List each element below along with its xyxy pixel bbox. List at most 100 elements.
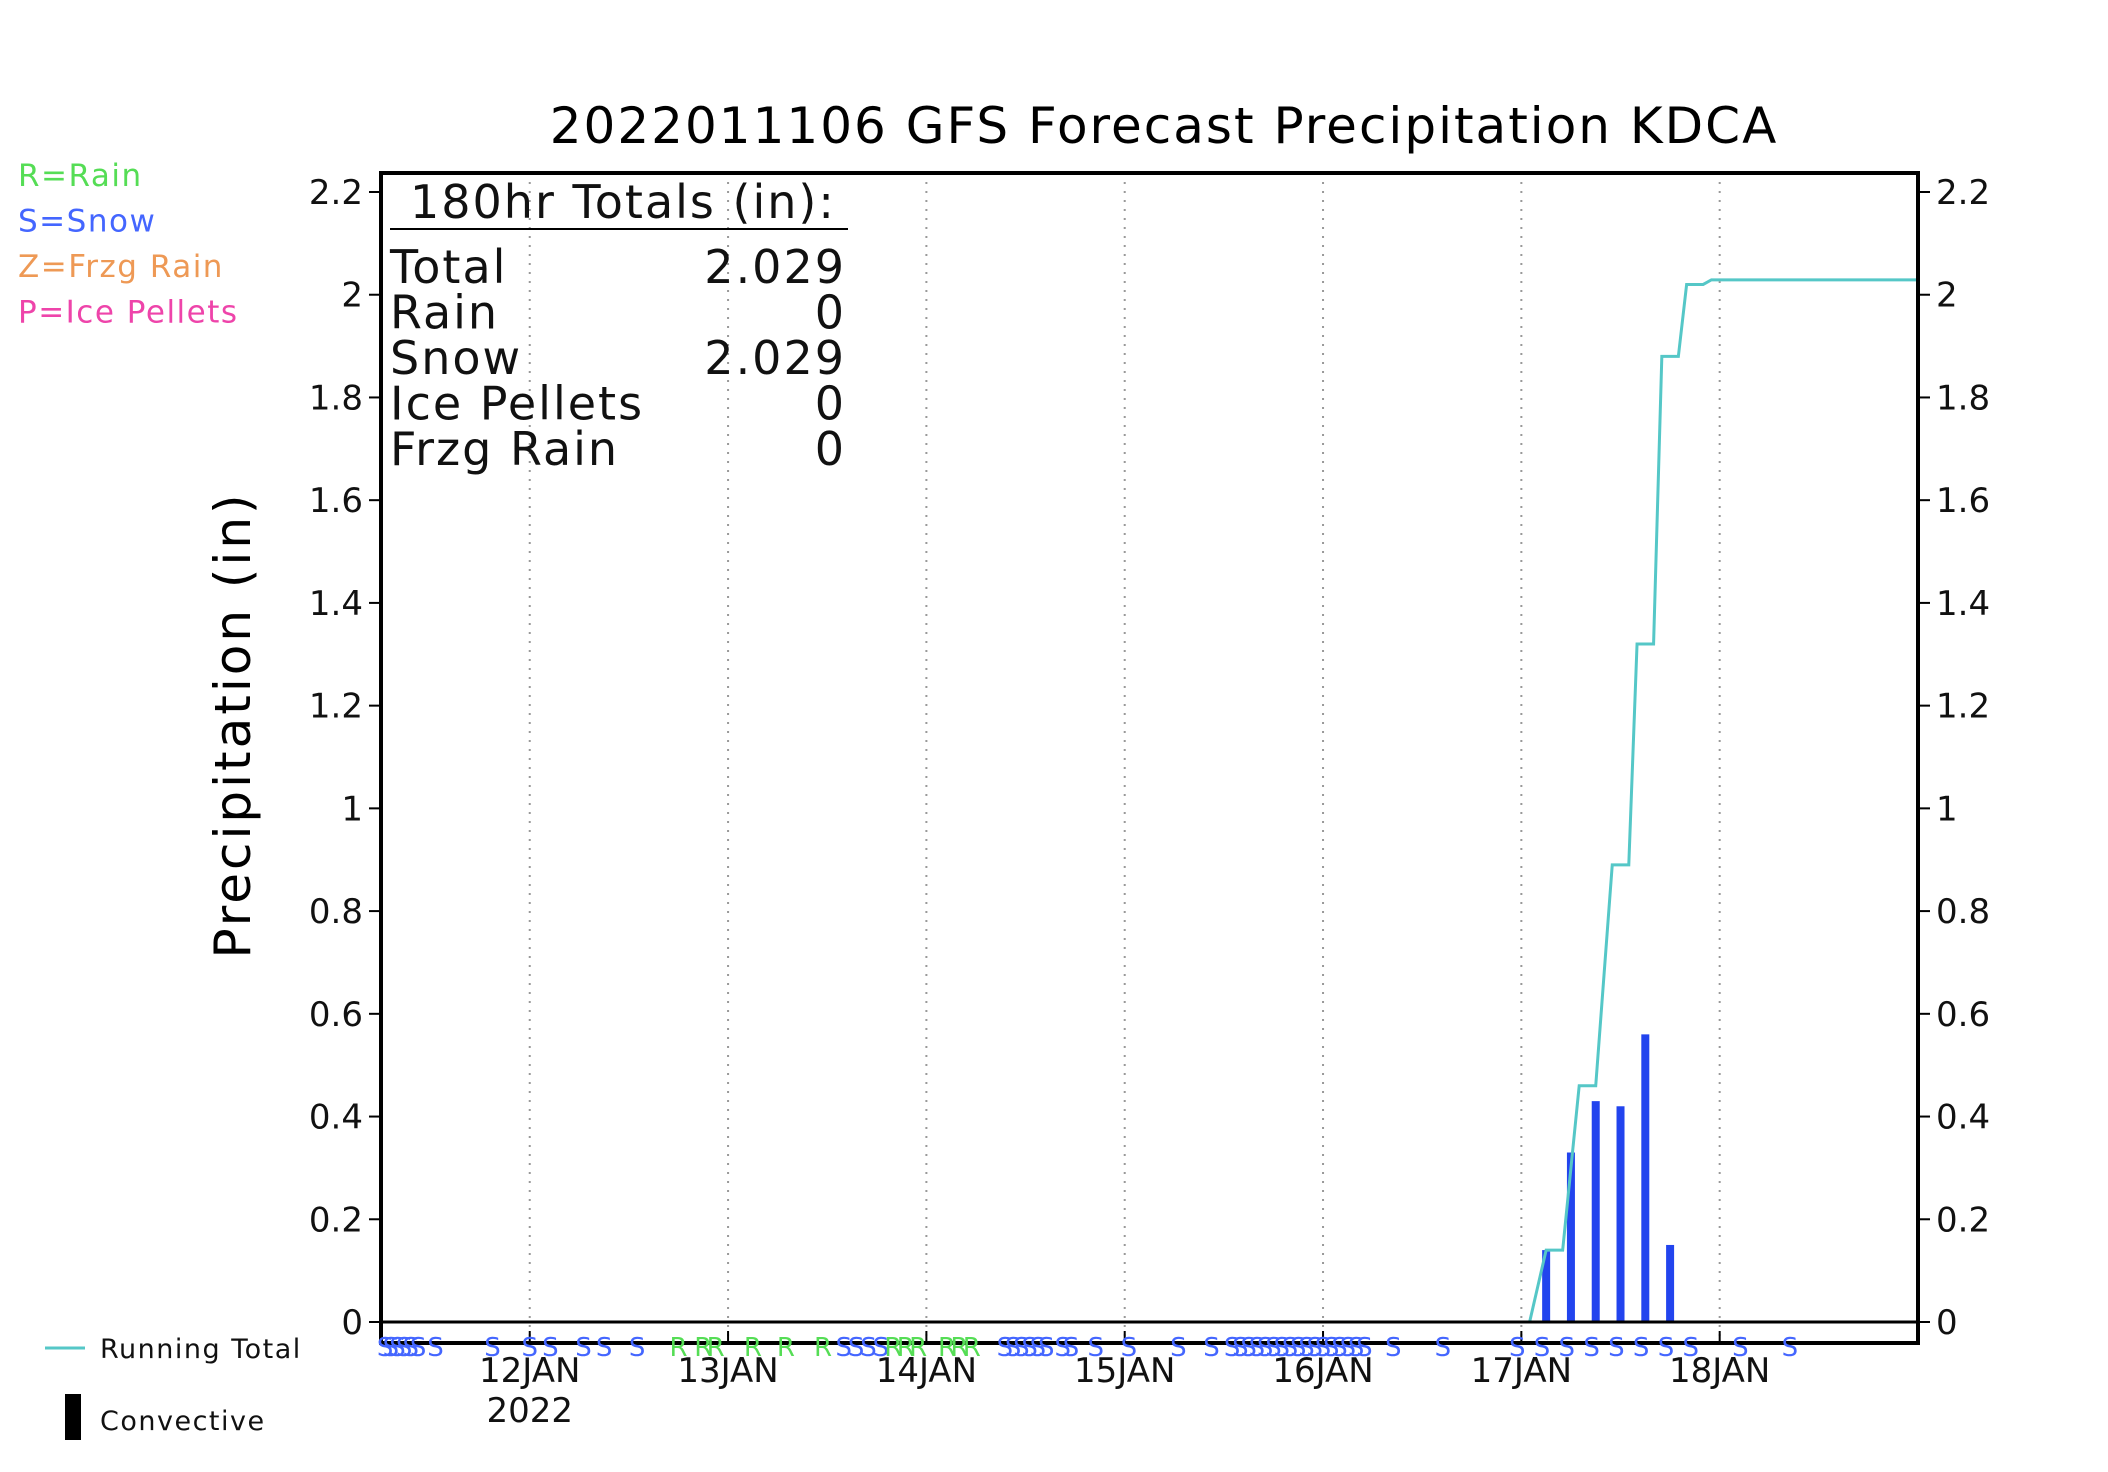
totals-row-value: 2.029 [704,240,846,294]
x-tick-label: 13JAN [677,1351,778,1391]
ptype-marker-s: S [1290,1333,1307,1363]
y-tick-label-left: 2 [341,276,363,316]
ptype-marker-s: S [629,1333,646,1363]
ptype-legend-item: Z=Frzg Rain [18,249,224,285]
ptype-marker-s: S [1385,1333,1402,1363]
ptype-marker-s: S [1054,1333,1071,1363]
totals-row-label: Ice Pellets [390,377,644,431]
ptype-marker-r: R [938,1333,956,1363]
y-tick-label-right: 1.2 [1936,687,1990,727]
ptype-marker-s: S [873,1333,890,1363]
y-tick-label-left: 1 [341,789,363,829]
ptype-marker-s: S [1038,1333,1055,1363]
running-total-line [381,278,1918,1324]
ptype-marker-s: S [1658,1333,1675,1363]
y-axis-ticks: 0 00.2 0.20.4 0.40.6 0.60.8 0.81 11.2 1.21.4 1.4… [309,173,1990,1343]
convective-bar [1641,1034,1650,1322]
ptype-marker-s: S [1257,1333,1274,1363]
ptype-marker-s: S [575,1333,592,1363]
ptype-marker-r: R [669,1333,687,1363]
ptype-marker-s: S [848,1333,865,1363]
y-tick-label-left: 0.2 [309,1200,363,1240]
y-tick-label-left: 2.2 [309,173,363,213]
y-tick-label-right: 0.8 [1936,892,1990,932]
ptype-marker-s: S [427,1333,444,1363]
ptype-marker-r: R [963,1333,981,1363]
ptype-marker-s: S [1282,1333,1299,1363]
ptype-marker-s: S [1435,1333,1452,1363]
ptype-marker-s: S [1030,1333,1047,1363]
ptype-marker-s: S [1203,1333,1220,1363]
ptype-marker-s: S [1088,1333,1105,1363]
ptype-marker-s: S [383,1333,400,1363]
y-tick-label-right: 0.2 [1936,1200,1990,1240]
y-tick-label-right: 1.6 [1936,481,1990,521]
y-tick-label-left: 0 [341,1303,363,1343]
ptype-marker-s: S [835,1333,852,1363]
running-total-key-label: Running Total [100,1334,302,1365]
x-tick-label: 15JAN [1074,1351,1175,1391]
ptype-legend-item: S=Snow [18,204,156,240]
y-axis-label: Precipitation (in) [204,491,262,958]
totals-row-label: Total [389,240,507,294]
ptype-marker-s: S [1509,1333,1526,1363]
convective-bar [1666,1244,1675,1322]
ptype-marker-s: S [1298,1333,1315,1363]
totals-row-label: Snow [390,331,522,385]
ptype-marker-r: R [909,1333,927,1363]
convective-bar [1542,1250,1551,1322]
chart-key: Running Total Convective [45,1334,302,1440]
grid-lines [528,173,1721,1343]
y-tick-label-right: 0.6 [1936,995,1990,1035]
ptype-marker-s: S [542,1333,559,1363]
y-tick-label-right: 2.2 [1936,173,1990,213]
y-tick-label-left: 0.6 [309,995,363,1035]
totals-row-value: 0 [815,286,846,340]
ptype-marker-s: S [1348,1333,1365,1363]
x-tick-label: 17JAN [1471,1351,1572,1391]
y-tick-label-left: 0.4 [309,1098,363,1138]
ptype-marker-s: S [1249,1333,1266,1363]
y-tick-label-right: 1.4 [1936,584,1990,624]
y-tick-label-left: 1.8 [309,378,363,418]
ptype-marker-s: S [1315,1333,1332,1363]
ptype-marker-s: S [1331,1333,1348,1363]
ptype-marker-s: S [1559,1333,1576,1363]
ptype-marker-s: S [1323,1333,1340,1363]
ptype-marker-r: R [884,1333,902,1363]
ptype-marker-s: S [389,1333,406,1363]
ptype-marker-r: R [950,1333,968,1363]
x-tick-label: 14JAN [876,1351,977,1391]
chart-title: 2022011106 GFS Forecast Precipitation KD… [550,97,1779,155]
ptype-marker-s: S [1232,1333,1249,1363]
convective-key-swatch [65,1394,81,1440]
ptype-marker-r: R [694,1333,712,1363]
totals-rows: Total 2.029 Rain 0 Snow 2.029 Ice Pellets 0 Frzg… [389,240,846,476]
ptype-legend-item: R=Rain [18,158,143,194]
x-tick-label: 18JAN [1669,1351,1770,1391]
convective-bar [1566,1152,1575,1322]
x-tick-label: 12JAN [479,1351,580,1391]
ptype-marker-s: S [1013,1333,1030,1363]
y-tick-label-left: 1.4 [309,584,363,624]
ptype-marker-s: S [1782,1333,1799,1363]
totals-row-value: 0 [815,422,846,476]
ptype-marker-s: S [1732,1333,1749,1363]
ptype-marker-s: S [860,1333,877,1363]
x-tick-label: 16JAN [1272,1351,1373,1391]
totals-row-label: Rain [390,286,499,340]
plot-frame [379,171,1920,1345]
ptype-marker-s: S [396,1333,413,1363]
ptype-marker-r: R [897,1333,915,1363]
ptype-marker-s: S [521,1333,538,1363]
totals-heading: 180hr Totals (in): [410,175,836,229]
y-tick-label-left: 1.6 [309,481,363,521]
ptype-marker-s: S [1583,1333,1600,1363]
ptype-marker-s: S [377,1333,394,1363]
ptype-marker-s: S [1307,1333,1324,1363]
ptype-marker-s: S [997,1333,1014,1363]
ptype-marker-s: S [1356,1333,1373,1363]
